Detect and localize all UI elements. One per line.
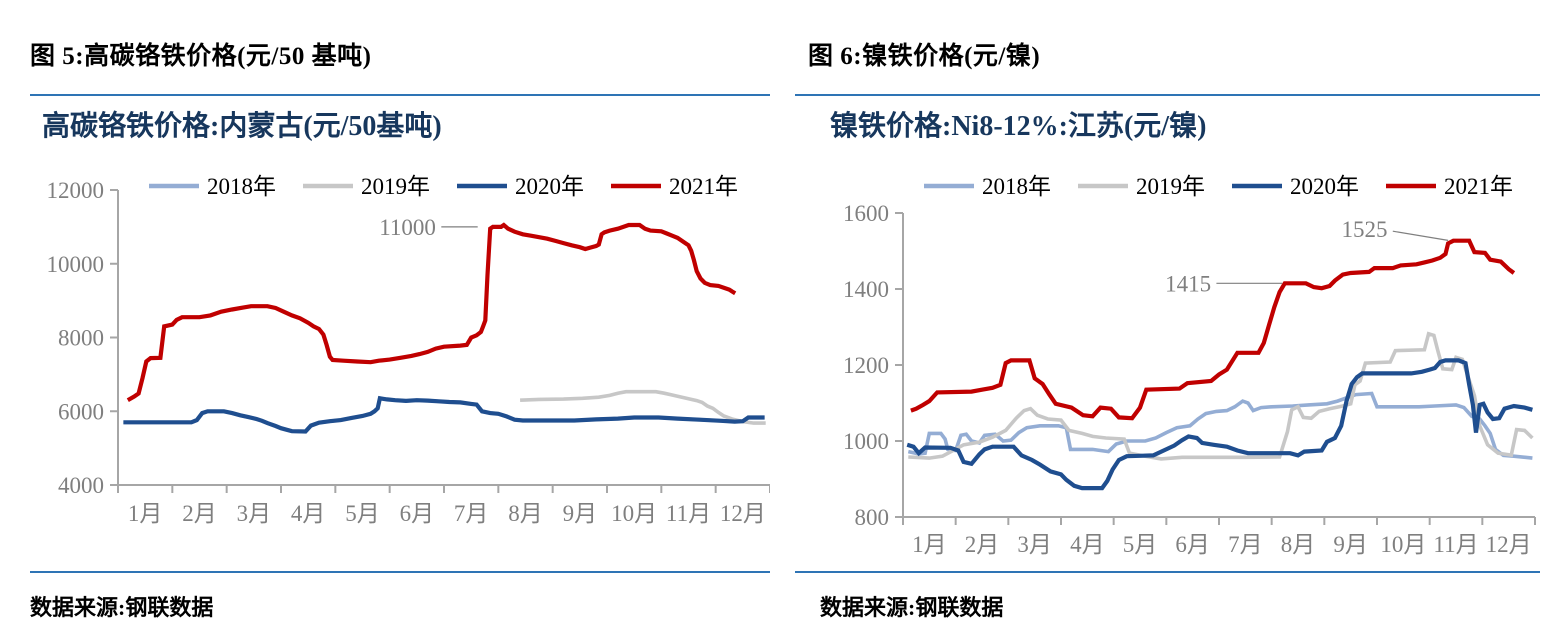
y-tick-label: 10000 xyxy=(47,252,105,277)
month-label: 2月 xyxy=(965,532,1000,557)
month-label: 6月 xyxy=(1175,532,1210,557)
legend-label-2019年: 2019年 xyxy=(361,174,430,199)
annotation-label: 1415 xyxy=(1165,271,1211,296)
legend-label-2021年: 2021年 xyxy=(669,174,738,199)
month-label: 5月 xyxy=(1123,532,1158,557)
data-source-label: 数据来源:钢联数据 xyxy=(820,595,1004,620)
legend-label-2018年: 2018年 xyxy=(982,174,1051,199)
y-tick-label: 8000 xyxy=(58,326,104,351)
month-label: 7月 xyxy=(1228,532,1263,557)
y-tick-label: 1000 xyxy=(843,429,889,454)
month-label: 2月 xyxy=(182,501,217,526)
month-label: 3月 xyxy=(237,501,272,526)
chart-title: 镍铁价格:Ni8-12%:江苏(元/镍) xyxy=(830,111,1207,142)
month-label: 9月 xyxy=(1333,532,1368,557)
figure-title: 图 5:高碳铬铁价格(元/50 基吨) xyxy=(30,43,372,70)
divider-line-top xyxy=(795,94,1540,96)
month-label: 1月 xyxy=(128,501,163,526)
annotation-label: 11000 xyxy=(379,215,436,240)
y-tick-label: 800 xyxy=(855,505,890,530)
series-line-2019年 xyxy=(908,331,1534,461)
divider-line-top xyxy=(30,94,770,96)
month-label: 11月 xyxy=(1433,532,1478,557)
series-line-2021年 xyxy=(126,222,737,403)
y-tick-label: 6000 xyxy=(58,399,104,424)
month-label: 5月 xyxy=(345,501,380,526)
month-label: 12月 xyxy=(1486,532,1532,557)
figure-panel-right: 图 6:镍铁价格(元/镍) 镍铁价格:Ni8-12%:江苏(元/镍) 800 10… xyxy=(780,0,1560,634)
legend-label-2020年: 2020年 xyxy=(1290,174,1359,199)
legend-label-2018年: 2018年 xyxy=(207,174,276,199)
line-chart-ferrochrome: 4000 6000 8000 10000 12000 1月 2月 3月 4月 5月 6月 7月 8月 9月… xyxy=(47,174,770,526)
series-line-2019年 xyxy=(520,389,766,425)
y-tick-label: 1400 xyxy=(843,277,889,302)
divider-line-bottom xyxy=(795,571,1540,573)
month-label: 1月 xyxy=(912,532,947,557)
month-label: 12月 xyxy=(720,501,766,526)
y-tick-label: 1200 xyxy=(843,353,889,378)
figure-panel-left: 图 5:高碳铬铁价格(元/50 基吨) 高碳铬铁价格:内蒙古(元/50基吨) 4… xyxy=(30,43,770,620)
y-tick-label: 4000 xyxy=(58,473,104,498)
month-label: 7月 xyxy=(454,501,489,526)
month-label: 4月 xyxy=(1070,532,1105,557)
month-label: 3月 xyxy=(1017,532,1052,557)
series-line-2020年 xyxy=(123,395,765,434)
month-label: 10月 xyxy=(1380,532,1426,557)
annotation-label: 1525 xyxy=(1342,217,1388,242)
month-label: 8月 xyxy=(508,501,543,526)
chart-title: 高碳铬铁价格:内蒙古(元/50基吨) xyxy=(42,111,442,142)
line-chart-nickel: 800 1000 1200 1400 1600 1月 2月 3月 4月 5月 6月 7月 8月 9月 10月… xyxy=(843,174,1536,557)
legend-label-2019年: 2019年 xyxy=(1136,174,1205,199)
legend-label-2021年: 2021年 xyxy=(1444,174,1513,199)
divider-line-bottom xyxy=(30,571,770,573)
series-line-2021年 xyxy=(910,238,1516,421)
series-line-2020年 xyxy=(906,358,1533,491)
month-label: 8月 xyxy=(1281,532,1316,557)
month-label: 6月 xyxy=(400,501,435,526)
y-tick-label: 1600 xyxy=(843,201,889,226)
month-label: 10月 xyxy=(611,501,657,526)
month-label: 4月 xyxy=(291,501,326,526)
month-label: 9月 xyxy=(563,501,598,526)
series-line-2018年 xyxy=(907,391,1533,460)
legend-label-2020年: 2020年 xyxy=(515,174,584,199)
y-tick-label: 12000 xyxy=(47,178,105,203)
data-source-label: 数据来源:钢联数据 xyxy=(30,595,214,620)
figure-title: 图 6:镍铁价格(元/镍) xyxy=(808,43,1041,70)
month-label: 11月 xyxy=(666,501,711,526)
annotation-leader xyxy=(1392,230,1449,241)
